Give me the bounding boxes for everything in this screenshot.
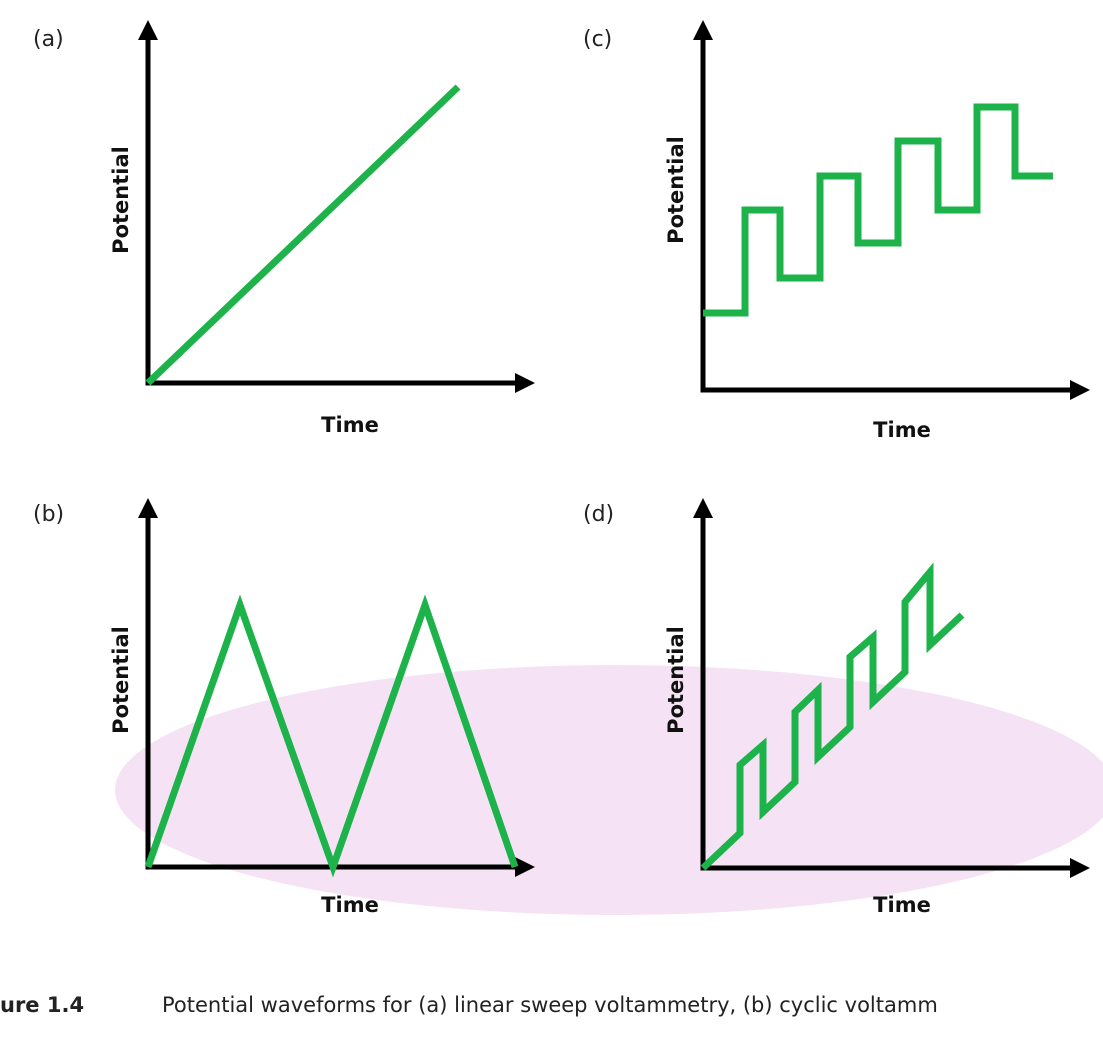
- x-label: Time: [873, 893, 931, 917]
- x-label: Time: [873, 418, 931, 442]
- panel-label: (d): [583, 502, 614, 527]
- y-label: Potential: [664, 136, 688, 244]
- x-label: Time: [321, 413, 379, 437]
- x-label: Time: [321, 893, 379, 917]
- caption-number: ure 1.4: [0, 993, 84, 1017]
- panel-label: (c): [583, 27, 612, 52]
- watermark: [115, 665, 1103, 915]
- waveform: [700, 562, 965, 871]
- y-label: Potential: [664, 626, 688, 734]
- waveform: [703, 103, 1053, 317]
- waveform: [144, 594, 519, 878]
- panel-label: (b): [33, 502, 64, 527]
- y-label: Potential: [109, 146, 133, 254]
- axes: [693, 19, 1090, 400]
- panel-label: (a): [33, 27, 64, 52]
- y-label: Potential: [109, 626, 133, 734]
- waveform: [145, 84, 461, 386]
- caption-text: Potential waveforms for (a) linear sweep…: [162, 993, 938, 1017]
